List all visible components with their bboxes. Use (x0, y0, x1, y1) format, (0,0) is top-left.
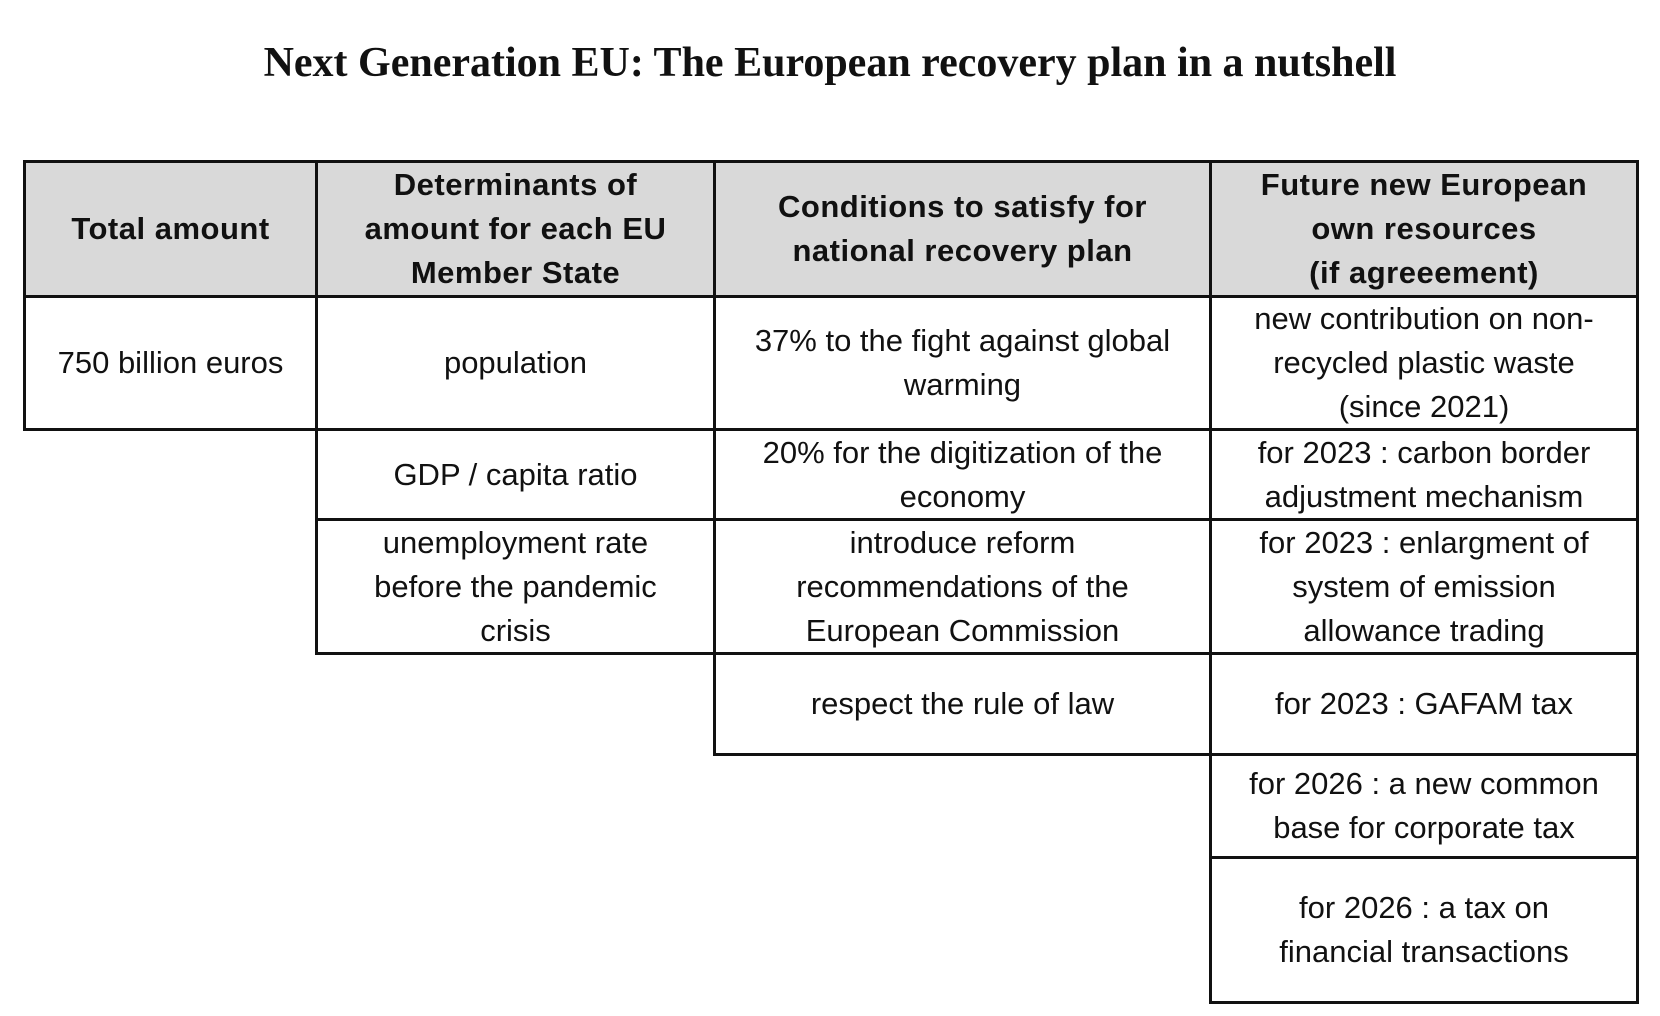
page-title: Next Generation EU: The European recover… (263, 40, 1397, 86)
own-resource-cell: for 2026 : a new common base for corpora… (1209, 753, 1639, 859)
determinant-unemployment-rate: unemployment rate before the pandemic cr… (374, 524, 657, 648)
condition-digitization: 20% for the digitization of the economy (762, 434, 1163, 514)
own-resource-cell: for 2023 : enlargment of system of emiss… (1209, 518, 1639, 655)
header-total-amount-label: Total amount (71, 211, 270, 246)
own-resource-financial-transactions: for 2026 : a tax on financial transactio… (1279, 890, 1569, 969)
own-resource-corporate-tax: for 2026 : a new common base for corpora… (1249, 766, 1599, 845)
header-own-resources: Future new European own resources (if ag… (1209, 160, 1639, 298)
own-resource-cell: new contribution on non- recycled plasti… (1209, 295, 1639, 431)
condition-cell: respect the rule of law (713, 652, 1212, 756)
determinant-cell: unemployment rate before the pandemic cr… (315, 518, 716, 655)
header-determinants-label: Determinants of amount for each EU Membe… (364, 167, 667, 290)
own-resource-cell: for 2026 : a tax on financial transactio… (1209, 856, 1639, 1004)
condition-cell: 37% to the fight against global warming (713, 295, 1212, 431)
header-conditions-label: Conditions to satisfy for national recov… (778, 189, 1147, 268)
own-resource-carbon-border: for 2023 : carbon border adjustment mech… (1257, 434, 1591, 514)
determinant-population: population (443, 345, 588, 380)
own-resource-gafam-tax: for 2023 : GAFAM tax (1274, 686, 1574, 721)
determinant-gdp-per-capita: GDP / capita ratio (393, 456, 638, 492)
total-amount-value: 750 billion euros (57, 345, 284, 380)
header-total-amount: Total amount (23, 160, 318, 298)
own-resource-cell: for 2023 : GAFAM tax (1209, 652, 1639, 756)
determinant-cell: GDP / capita ratio (315, 428, 716, 521)
condition-cell: 20% for the digitization of the economy (713, 428, 1212, 521)
own-resource-plastic-waste: new contribution on non- recycled plasti… (1254, 301, 1594, 424)
determinant-cell: population (315, 295, 716, 431)
header-determinants: Determinants of amount for each EU Membe… (315, 160, 716, 298)
condition-rule-of-law: respect the rule of law (810, 686, 1115, 721)
header-conditions: Conditions to satisfy for national recov… (713, 160, 1212, 298)
condition-reform-recommendations: introduce reform recommendations of the … (796, 524, 1129, 648)
own-resource-emission-trading: for 2023 : enlargment of system of emiss… (1259, 524, 1589, 648)
condition-global-warming: 37% to the fight against global warming (754, 323, 1171, 402)
header-own-resources-label: Future new European own resources (if ag… (1260, 167, 1588, 290)
condition-cell: introduce reform recommendations of the … (713, 518, 1212, 655)
total-amount-cell: 750 billion euros (23, 295, 318, 431)
own-resource-cell: for 2023 : carbon border adjustment mech… (1209, 428, 1639, 521)
